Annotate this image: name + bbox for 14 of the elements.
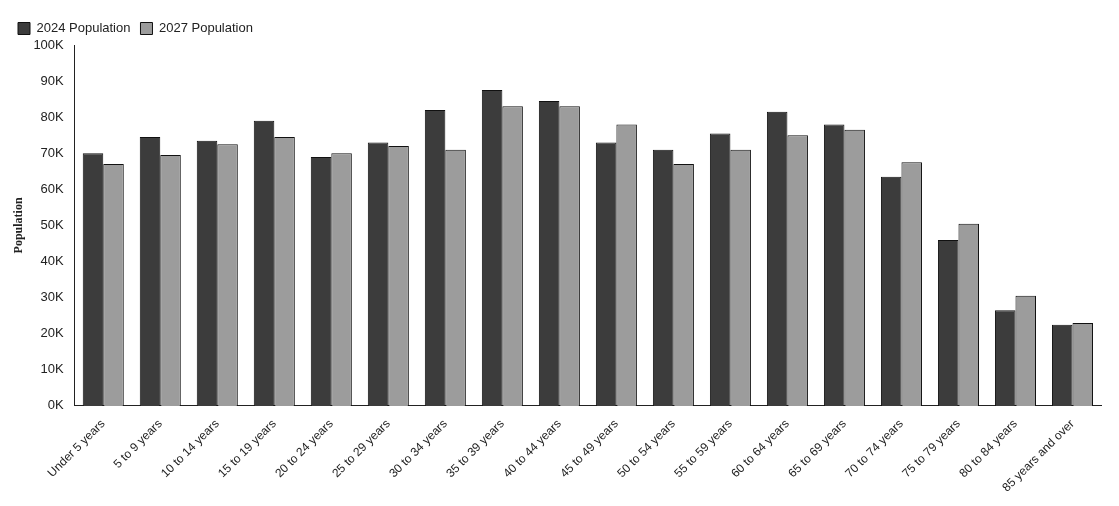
y-tick-label: 70K: [40, 144, 65, 160]
y-tick-label: 30K: [40, 289, 65, 305]
y-tick-label: 90K: [40, 72, 65, 88]
legend-label: 2027 Population: [158, 20, 253, 36]
y-tick-label: 80K: [40, 108, 65, 124]
y-tick-label: 50K: [40, 217, 65, 233]
y-tick-label: 40K: [40, 253, 65, 269]
y-tick-label: 0K: [47, 397, 65, 413]
y-tick-label: 100K: [33, 36, 65, 52]
y-tick-label: 20K: [40, 325, 65, 341]
y-tick-label: 60K: [40, 180, 65, 196]
y-tick-label: 10K: [40, 361, 65, 377]
y-axis-title: Population: [11, 197, 26, 254]
legend-label: 2024 Population: [36, 20, 131, 36]
